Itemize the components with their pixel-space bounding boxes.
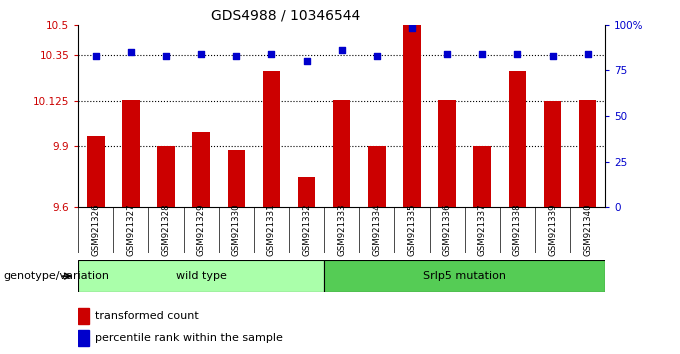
Point [336, 47, 347, 53]
Point [266, 51, 277, 57]
Text: GDS4988 / 10346544: GDS4988 / 10346544 [211, 9, 360, 23]
Bar [403, 25, 421, 207]
Bar [157, 146, 175, 207]
Point [231, 53, 242, 59]
Text: GSM921340: GSM921340 [583, 204, 592, 256]
Text: wild type: wild type [175, 271, 226, 281]
Text: GSM921328: GSM921328 [162, 204, 171, 256]
Text: genotype/variation: genotype/variation [3, 271, 109, 281]
Text: GSM921331: GSM921331 [267, 204, 276, 256]
Bar [324, 260, 605, 292]
Bar [228, 150, 245, 207]
Point [582, 51, 593, 57]
Text: GSM921339: GSM921339 [548, 204, 557, 256]
Bar [368, 146, 386, 207]
Bar [509, 72, 526, 207]
Bar [298, 177, 316, 207]
Bar [78, 308, 90, 324]
Point [301, 58, 312, 64]
Point [196, 51, 207, 57]
Text: GSM921337: GSM921337 [478, 204, 487, 256]
Text: GSM921333: GSM921333 [337, 204, 346, 256]
Bar [333, 100, 350, 207]
Text: GSM921338: GSM921338 [513, 204, 522, 256]
Bar [192, 132, 210, 207]
Text: GSM921332: GSM921332 [302, 204, 311, 256]
Text: percentile rank within the sample: percentile rank within the sample [95, 333, 283, 343]
Point [477, 51, 488, 57]
Point [371, 53, 382, 59]
Bar [78, 260, 324, 292]
Text: GSM921327: GSM921327 [126, 204, 135, 256]
Point [407, 25, 418, 31]
Bar [78, 330, 90, 347]
Bar [439, 100, 456, 207]
Point [512, 51, 523, 57]
Point [125, 49, 136, 55]
Text: GSM921335: GSM921335 [407, 204, 416, 256]
Text: GSM921326: GSM921326 [91, 204, 100, 256]
Text: transformed count: transformed count [95, 311, 199, 321]
Text: GSM921329: GSM921329 [197, 204, 205, 256]
Bar [87, 136, 105, 207]
Point [442, 51, 453, 57]
Bar [544, 101, 561, 207]
Text: GSM921334: GSM921334 [373, 204, 381, 256]
Bar [262, 72, 280, 207]
Bar [579, 100, 596, 207]
Point [160, 53, 171, 59]
Point [547, 53, 558, 59]
Text: GSM921330: GSM921330 [232, 204, 241, 256]
Text: GSM921336: GSM921336 [443, 204, 452, 256]
Bar [122, 100, 139, 207]
Text: Srlp5 mutation: Srlp5 mutation [423, 271, 506, 281]
Bar [473, 146, 491, 207]
Point [90, 53, 101, 59]
